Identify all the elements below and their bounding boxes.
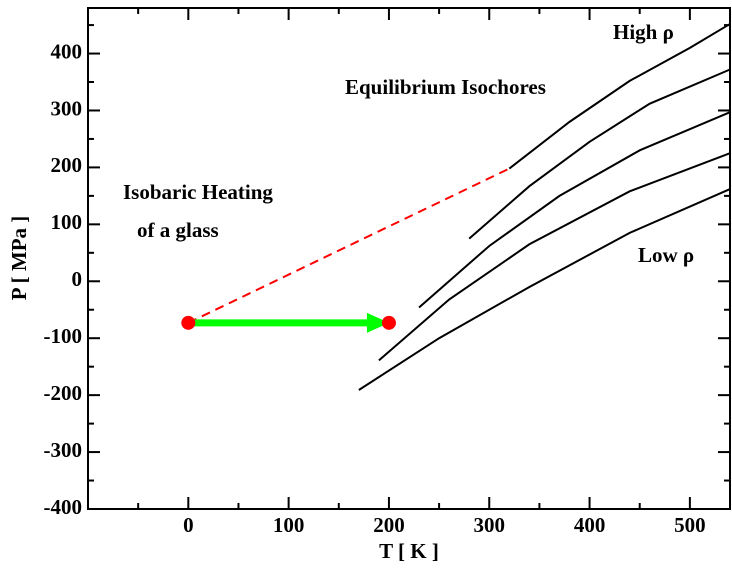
y-tick-label: 300 xyxy=(51,96,83,120)
x-tick-label: 400 xyxy=(574,513,606,537)
annotation: of a glass xyxy=(137,218,219,242)
x-tick-label: 100 xyxy=(273,513,305,537)
y-axis-label: P [ MPa ] xyxy=(7,216,31,301)
x-tick-label: 300 xyxy=(474,513,506,537)
y-tick-label: 100 xyxy=(51,210,83,234)
point xyxy=(181,315,196,330)
x-tick-label: 200 xyxy=(373,513,405,537)
annotation: Low ρ xyxy=(638,243,694,267)
y-tick-label: -100 xyxy=(44,324,83,348)
point xyxy=(381,315,396,330)
y-tick-label: -400 xyxy=(44,495,83,519)
annotation: Equilibrium Isochores xyxy=(345,75,546,99)
y-tick-label: 200 xyxy=(51,153,83,177)
y-tick-label: -200 xyxy=(44,381,83,405)
isochore-line xyxy=(358,188,731,391)
isochore-line xyxy=(468,68,731,240)
y-tick-label: 400 xyxy=(51,39,83,63)
annotation: Isobaric Heating xyxy=(123,180,273,204)
annotation: High ρ xyxy=(613,20,674,44)
x-tick-label: 0 xyxy=(183,513,194,537)
arrow-head xyxy=(366,312,389,333)
x-tick-label: 500 xyxy=(674,513,706,537)
plot-frame xyxy=(87,7,731,510)
y-tick-label: 0 xyxy=(72,267,83,291)
isochore-line xyxy=(418,111,731,309)
isochore-line xyxy=(378,152,731,362)
isochore-line xyxy=(508,23,731,170)
y-tick-label: -300 xyxy=(44,438,83,462)
x-axis-label: T [ K ] xyxy=(379,539,439,563)
